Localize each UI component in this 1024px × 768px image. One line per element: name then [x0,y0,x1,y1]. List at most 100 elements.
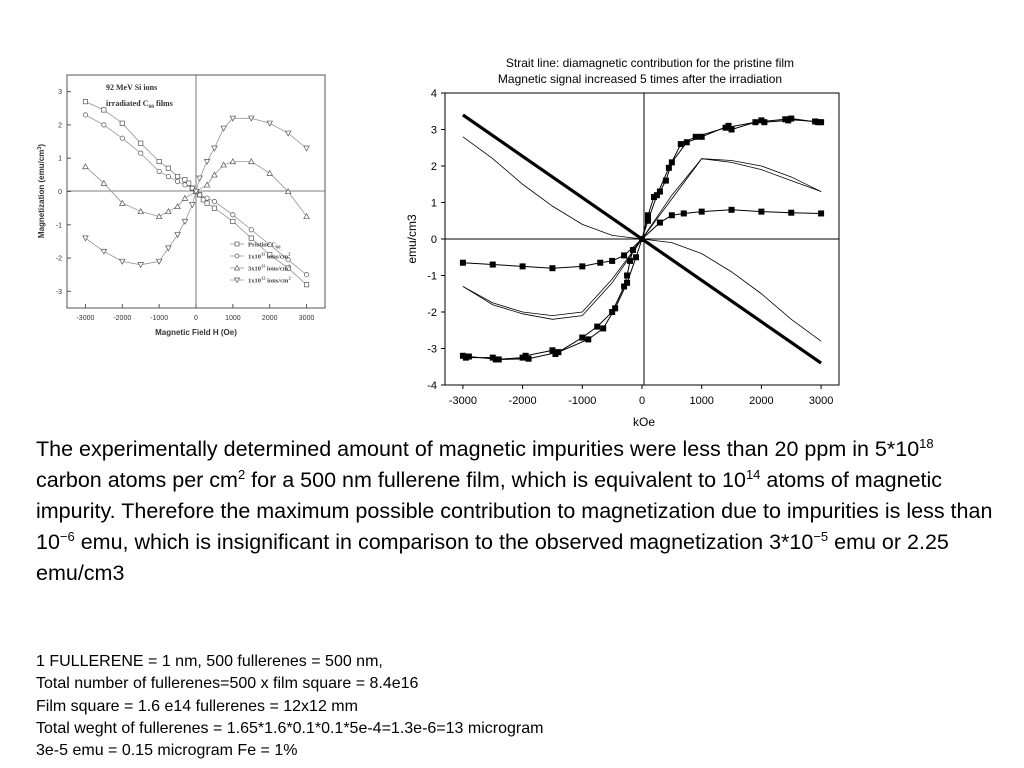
body-paragraph: The experimentally determined amount of … [36,434,996,589]
left-triangle-down-marker [181,218,189,225]
right-square-marker [609,257,616,264]
left-y-tick-label: 2 [58,122,62,129]
right-square-marker [612,305,619,312]
right-square-marker [549,265,556,272]
right-square-marker [621,283,628,290]
left-triangle-down-marker [233,277,241,284]
left-triangle-down-marker [118,258,126,265]
left-x-tick-label: 1000 [225,315,241,322]
left-y-tick-label: 0 [58,189,62,196]
paragraph-part-1: The experimentally determined amount of … [36,437,920,461]
right-square-marker [644,212,651,219]
left-triangle-up-marker [233,264,241,271]
right-square-marker [683,139,690,146]
left-triangle-down-marker [165,245,172,252]
right-square-marker [644,217,651,224]
right-y-tick-label: -1 [427,271,437,283]
left-triangle-up-marker [118,199,126,206]
left-series-triangle-down [82,115,310,269]
left-circle-marker [165,173,171,180]
right-square-marker [752,119,759,126]
right-series-6 [465,116,819,363]
left-triangle-up-marker [203,181,211,188]
left-triangle-down-marker [266,120,274,127]
left-triangle-up-marker [82,163,89,170]
left-title-line2: irradiated C60 films [106,99,173,110]
right-square-marker [788,115,795,122]
right-square-marker [656,219,663,226]
left-triangle-down-marker [284,130,292,137]
right-square-marker [758,208,765,215]
calc-line: Total number of fullerenes=500 x film sq… [36,675,419,693]
left-legend-label: 1x1011 ions/cm2 [248,252,291,261]
left-triangle-down-marker [100,248,108,255]
right-axis-ticks: -3000 -2000 -1000 0 1000 2000 3000 -4 -3 -2 -1 0 1 2 3… [427,88,833,407]
right-square-marker [579,334,586,341]
left-triangle-down-marker [137,262,145,269]
left-triangle-up-marker [181,194,189,201]
right-square-marker [639,236,645,242]
left-triangle-up-marker [211,171,218,178]
left-circle-marker [248,227,254,233]
right-square-marker [579,263,586,270]
left-x-tick-label: 2000 [262,315,278,322]
left-magnetization-chart: -3000 -2000 -1000 0 1000 2000 3000 -3 -2 -1 0 1 2 3 9… [37,74,326,337]
right-square-marker [609,309,616,315]
left-circle-marker [182,182,188,188]
right-square-marker [653,192,660,199]
left-circle-marker [138,150,144,156]
left-triangle-up-marker [266,169,274,176]
left-legend-label: Pristine C60 [248,242,281,250]
right-x-tick-label: -2000 [509,395,537,407]
right-x-tick-label: -1000 [568,395,596,407]
left-circle-marker [156,168,162,175]
paragraph-part-4: atoms of magnetic impurity. Therefore th… [36,468,993,554]
right-square-marker [728,206,735,213]
left-square-marker [138,140,144,146]
left-y-tick-label: -2 [56,256,62,263]
right-square-marker [812,118,819,125]
right-square-marker [627,257,634,264]
left-triangle-down-marker [211,145,218,152]
left-triangle-up-marker [229,158,237,165]
calc-line: 1 FULLERENE = 1 nm, 500 fullerenes = 500… [36,653,383,670]
left-triangle-down-marker [203,158,211,165]
right-x-tick-label: 0 [639,395,645,407]
left-square-marker [175,173,181,180]
calc-line: 3e-5 emu = 0.15 microgram Fe = 1% [36,742,298,760]
right-square-marker [459,259,466,266]
right-square-marker [525,355,532,362]
left-series-group [82,99,310,288]
right-square-marker [597,259,604,266]
left-square-marker [204,200,210,206]
exponent-18: 18 [919,436,934,451]
left-triangle-down-marker [155,258,163,265]
left-circle-marker [175,178,181,185]
right-y-tick-label: 3 [431,125,437,137]
right-y-tick-label: -3 [427,344,437,356]
right-square-marker [656,188,663,195]
right-x-tick-label: 1000 [689,395,713,407]
left-y-tick-label: -1 [56,222,62,229]
left-triangle-up-marker [137,208,145,215]
left-square-marker [285,265,291,271]
calculation-notes: 1 FULLERENE = 1 nm, 500 fullerenes = 500… [36,651,936,762]
left-triangle-up-marker [155,213,163,220]
right-square-marker [549,347,556,354]
left-x-tick-label: -1000 [150,315,168,322]
right-square-marker [677,141,684,148]
right-x-axis-label: kOe [633,415,655,429]
calc-line: Film square = 1.6 e14 fullerenes = 12x12… [36,697,358,715]
left-legend-label: 3x1011 ions/cm2 [248,264,291,273]
right-y-tick-label: -2 [427,307,437,319]
right-square-marker [555,349,562,356]
right-y-tick-label: 2 [431,161,437,173]
left-square-marker [156,158,162,165]
right-square-marker [594,323,601,330]
right-square-marker [698,133,705,140]
left-triangle-down-marker [174,232,181,239]
left-triangle-down-marker [247,115,255,122]
right-square-marker [692,133,699,140]
left-circle-marker [230,212,236,218]
right-square-marker [495,356,502,363]
